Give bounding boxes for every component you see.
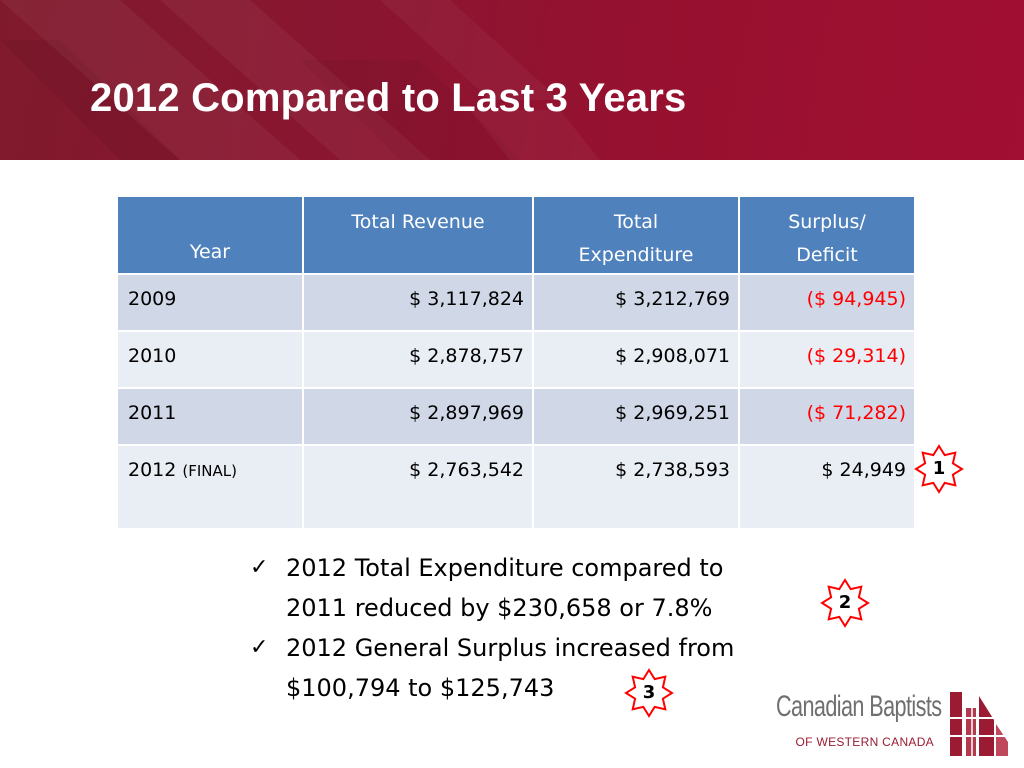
header-revenue: Total Revenue bbox=[302, 195, 534, 275]
logo-mark-icon bbox=[950, 692, 1008, 756]
cell-surplus: ($ 29,314) bbox=[738, 330, 916, 389]
table-row: 2009 $ 3,117,824 $ 3,212,769 ($ 94,945) bbox=[116, 273, 916, 332]
cell-year-value: 2012 bbox=[128, 459, 177, 481]
title-banner: 2012 Compared to Last 3 Years bbox=[0, 0, 1024, 160]
table-row: 2011 $ 2,897,969 $ 2,969,251 ($ 71,282) bbox=[116, 387, 916, 446]
table-header-row: Year Total Revenue Total Expenditure Surp… bbox=[116, 195, 916, 275]
starburst-shape bbox=[624, 668, 674, 718]
callout-badge-1: 1 bbox=[914, 444, 964, 494]
cell-year: 2009 bbox=[116, 273, 304, 332]
cell-revenue: $ 2,897,969 bbox=[302, 387, 534, 446]
table-row: 2012 (FINAL) $ 2,763,542 $ 2,738,593 $ 2… bbox=[116, 444, 916, 530]
callout-badge-label: 1 bbox=[932, 458, 946, 479]
cell-expenditure: $ 2,969,251 bbox=[532, 387, 740, 446]
header-expenditure-line1: Total bbox=[613, 211, 659, 233]
header-expenditure: Total Expenditure bbox=[532, 195, 740, 275]
header-surplus-line1: Surplus/ bbox=[788, 211, 866, 233]
callout-badge-3: 3 bbox=[624, 668, 674, 718]
checkmark-icon: ✓ bbox=[250, 635, 269, 660]
bullet-item: ✓ 2012 General Surplus increased from $1… bbox=[250, 628, 820, 708]
header-surplus-line2: Deficit bbox=[796, 244, 858, 266]
cell-expenditure: $ 3,212,769 bbox=[532, 273, 740, 332]
header-expenditure-line2: Expenditure bbox=[578, 244, 694, 266]
bullet-line: $100,794 to $125,743 bbox=[286, 674, 555, 702]
organization-logo: Canadian Baptists OF WESTERN CANADA bbox=[776, 688, 1016, 760]
cell-year-note: (FINAL) bbox=[182, 462, 238, 480]
banner-pattern bbox=[0, 0, 600, 160]
callout-badge-label: 3 bbox=[642, 682, 656, 703]
bullet-line: 2012 Total Expenditure compared to bbox=[286, 554, 724, 582]
financial-table: Year Total Revenue Total Expenditure Surp… bbox=[116, 195, 916, 530]
cell-year: 2010 bbox=[116, 330, 304, 389]
cell-year: 2011 bbox=[116, 387, 304, 446]
bullet-item: ✓ 2012 Total Expenditure compared to 201… bbox=[250, 548, 820, 628]
cell-surplus: ($ 71,282) bbox=[738, 387, 916, 446]
bullet-list: ✓ 2012 Total Expenditure compared to 201… bbox=[250, 548, 820, 708]
cell-surplus: ($ 94,945) bbox=[738, 273, 916, 332]
logo-name: Canadian Baptists bbox=[776, 690, 942, 723]
callout-badge-2: 2 bbox=[820, 578, 870, 628]
cell-expenditure: $ 2,738,593 bbox=[532, 444, 740, 530]
starburst-shape bbox=[914, 444, 964, 494]
callout-badge-label: 2 bbox=[838, 592, 852, 613]
cell-year: 2012 (FINAL) bbox=[116, 444, 304, 530]
cell-expenditure: $ 2,908,071 bbox=[532, 330, 740, 389]
starburst-icon bbox=[624, 668, 674, 718]
cell-revenue: $ 2,878,757 bbox=[302, 330, 534, 389]
bullet-line: 2012 General Surplus increased from bbox=[286, 634, 735, 662]
starburst-icon bbox=[820, 578, 870, 628]
cell-revenue: $ 3,117,824 bbox=[302, 273, 534, 332]
table-row: 2010 $ 2,878,757 $ 2,908,071 ($ 29,314) bbox=[116, 330, 916, 389]
logo-subtitle: OF WESTERN CANADA bbox=[795, 735, 934, 749]
starburst-icon bbox=[914, 444, 964, 494]
bullet-line: 2011 reduced by $230,658 or 7.8% bbox=[286, 594, 713, 622]
header-surplus: Surplus/Deficit bbox=[738, 195, 916, 275]
cell-surplus: $ 24,949 bbox=[738, 444, 916, 530]
starburst-shape bbox=[820, 578, 870, 628]
checkmark-icon: ✓ bbox=[250, 555, 269, 580]
header-year: Year bbox=[116, 195, 304, 275]
cell-revenue: $ 2,763,542 bbox=[302, 444, 534, 530]
slide-title: 2012 Compared to Last 3 Years bbox=[90, 76, 687, 120]
